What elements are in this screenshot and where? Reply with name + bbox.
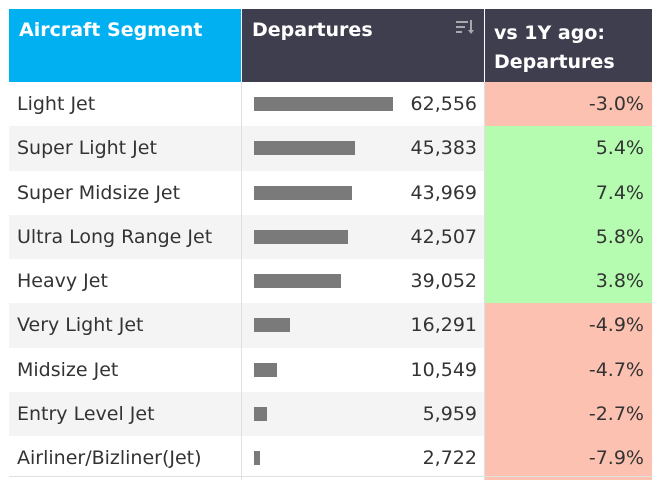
departures-value: 10,549	[410, 358, 477, 381]
departures-cell: 10,549	[242, 347, 485, 392]
departures-bar	[254, 185, 352, 200]
departures-bar-track	[254, 229, 393, 244]
departures-bar	[254, 141, 355, 156]
yoy-change-cell: -4.9%	[485, 303, 652, 348]
departures-bar-track	[254, 274, 393, 289]
departures-value: 16,291	[410, 314, 477, 337]
departures-bar	[254, 451, 261, 466]
departures-bar-track	[254, 362, 393, 377]
departures-bar-track	[254, 406, 393, 421]
departures-bar-track	[254, 97, 393, 112]
yoy-change-cell: -7.9%	[485, 436, 652, 481]
yoy-change-cell: -3.0%	[485, 82, 652, 127]
departures-cell: 2,722	[242, 436, 485, 481]
column-header-vs-1y-ago[interactable]: vs 1Y ago: Departures	[485, 9, 652, 82]
aircraft-segment-cell: Super Midsize Jet	[9, 170, 242, 215]
departures-bar	[254, 318, 291, 333]
departures-value: 5,959	[422, 402, 477, 425]
column-header-label: Aircraft Segment	[19, 19, 203, 41]
departures-bar-track	[254, 318, 393, 333]
column-header-departures[interactable]: Departures	[242, 9, 485, 82]
departures-cell: 16,291	[242, 303, 485, 348]
yoy-change-cell: 5.8%	[485, 214, 652, 259]
departures-bar	[254, 406, 268, 421]
aircraft-segment-cell: Entry Level Jet	[9, 391, 242, 436]
yoy-change-cell: -2.7%	[485, 391, 652, 436]
column-header-label: Departures	[494, 51, 615, 73]
column-header-label: vs 1Y ago:	[494, 22, 605, 44]
aircraft-segment-cell: Super Light Jet	[9, 126, 242, 171]
departures-value: 62,556	[410, 93, 477, 116]
table-row[interactable]: Midsize Jet 10,549 -4.7%	[9, 347, 652, 392]
table-row[interactable]: Super Light Jet 45,383 5.4%	[9, 126, 652, 171]
departures-bar-track	[254, 141, 393, 156]
departures-cell: 39,052	[242, 259, 485, 304]
table-row[interactable]: Airliner/Bizliner(Jet) 2,722 -7.9%	[9, 436, 652, 481]
departures-bar-track	[254, 451, 393, 466]
departures-cell: 62,556	[242, 82, 485, 127]
table-row[interactable]: Light Jet 62,556 -3.0%	[9, 82, 652, 127]
departures-cell: 45,383	[242, 126, 485, 171]
departures-cell: 42,507	[242, 214, 485, 259]
yoy-change-cell: 5.4%	[485, 126, 652, 171]
departures-cell: 5,959	[242, 391, 485, 436]
departures-bar	[254, 229, 349, 244]
yoy-change-cell: -4.7%	[485, 347, 652, 392]
table-bottom-border	[9, 476, 652, 477]
departures-table: Aircraft Segment Departures vs 1Y ago: D…	[9, 9, 652, 481]
aircraft-segment-cell: Light Jet	[9, 82, 242, 127]
table-body: Light Jet 62,556 -3.0% Super Light Jet 45,38…	[9, 82, 652, 481]
aircraft-segment-cell: Midsize Jet	[9, 347, 242, 392]
aircraft-segment-cell: Very Light Jet	[9, 303, 242, 348]
column-header-label: Departures	[252, 19, 373, 41]
departures-value: 42,507	[410, 225, 477, 248]
table-header: Aircraft Segment Departures vs 1Y ago: D…	[9, 9, 652, 82]
table-row[interactable]: Entry Level Jet 5,959 -2.7%	[9, 391, 652, 436]
departures-value: 2,722	[422, 447, 477, 470]
yoy-change-cell: 7.4%	[485, 170, 652, 215]
sort-icon[interactable]	[456, 19, 474, 35]
aircraft-segment-cell: Ultra Long Range Jet	[9, 214, 242, 259]
aircraft-segment-cell: Airliner/Bizliner(Jet)	[9, 436, 242, 481]
departures-bar	[254, 274, 341, 289]
table-row[interactable]: Ultra Long Range Jet 42,507 5.8%	[9, 214, 652, 259]
departures-bar-track	[254, 185, 393, 200]
table-row[interactable]: Very Light Jet 16,291 -4.9%	[9, 303, 652, 348]
yoy-change-cell: 3.8%	[485, 259, 652, 304]
departures-bar	[254, 362, 278, 377]
departures-value: 43,969	[410, 181, 477, 204]
aircraft-segment-cell: Heavy Jet	[9, 259, 242, 304]
table-row[interactable]: Super Midsize Jet 43,969 7.4%	[9, 170, 652, 215]
table-row[interactable]: Heavy Jet 39,052 3.8%	[9, 259, 652, 304]
departures-value: 45,383	[410, 137, 477, 160]
departures-value: 39,052	[410, 270, 477, 293]
column-header-aircraft-segment[interactable]: Aircraft Segment	[9, 9, 242, 82]
departures-cell: 43,969	[242, 170, 485, 215]
departures-bar	[254, 97, 393, 112]
